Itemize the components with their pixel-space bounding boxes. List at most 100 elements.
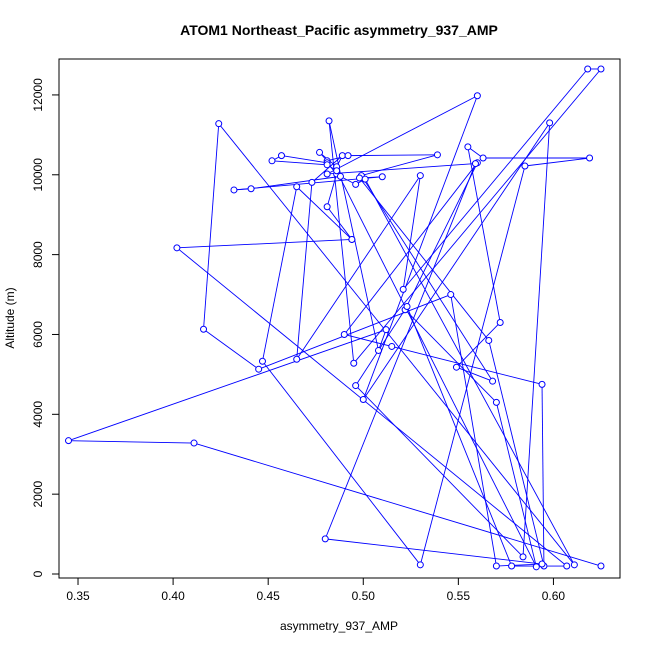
x-tick-label: 0.45 xyxy=(257,589,281,603)
data-point xyxy=(447,291,455,299)
data-point xyxy=(321,535,329,543)
data-point xyxy=(277,152,285,160)
data-point xyxy=(352,180,360,188)
data-point xyxy=(268,157,276,165)
data-point xyxy=(336,172,344,180)
y-tick-label: 2000 xyxy=(31,480,45,507)
series-segment xyxy=(176,247,568,567)
series-segment xyxy=(488,340,545,567)
data-point xyxy=(173,244,181,252)
y-tick-label: 12000 xyxy=(31,78,45,112)
series-segment xyxy=(296,186,353,240)
data-point xyxy=(344,152,352,160)
series-segment xyxy=(203,123,220,330)
series-segment xyxy=(176,239,352,249)
data-point xyxy=(359,396,367,404)
series-segment xyxy=(324,163,476,540)
data-point xyxy=(200,325,208,333)
data-point xyxy=(293,183,301,191)
data-point xyxy=(308,178,316,186)
series-segment xyxy=(404,162,478,310)
data-point xyxy=(597,65,605,73)
series-segment xyxy=(343,162,478,335)
x-axis: 0.35 0.40 0.45 0.50 0.55 0.60 xyxy=(66,577,565,603)
series-segment xyxy=(495,402,537,567)
series-segment xyxy=(450,294,497,567)
data-point xyxy=(519,553,527,561)
series-segment xyxy=(327,163,476,175)
series-segment xyxy=(362,95,478,400)
series-segment xyxy=(361,154,438,177)
series-segment xyxy=(391,346,543,385)
data-point xyxy=(388,342,396,350)
data-point xyxy=(496,318,504,326)
series-segment xyxy=(355,385,524,558)
data-point xyxy=(563,562,571,570)
data-point xyxy=(479,154,487,162)
data-point xyxy=(230,186,238,194)
series-segment xyxy=(296,182,313,360)
x-tick-label: 0.35 xyxy=(66,589,90,603)
x-tick-label: 0.40 xyxy=(161,589,185,603)
data-point xyxy=(355,174,363,182)
series-segment xyxy=(218,123,575,566)
series-segment xyxy=(326,173,338,207)
data-point xyxy=(361,175,369,183)
chart-title: ATOM1 Northeast_Pacific asymmetry_937_AM… xyxy=(180,22,498,38)
series-segment xyxy=(362,122,551,400)
data-point xyxy=(492,562,500,570)
data-point xyxy=(247,185,255,193)
x-tick-label: 0.50 xyxy=(352,589,376,603)
data-series xyxy=(65,65,605,571)
series-segment xyxy=(402,175,421,290)
data-point xyxy=(399,285,407,293)
data-point xyxy=(464,143,472,151)
data-point xyxy=(471,160,479,168)
series-segment xyxy=(541,384,545,567)
data-point xyxy=(340,330,348,338)
series-segment xyxy=(402,68,589,290)
data-point xyxy=(348,235,356,243)
data-point xyxy=(532,563,540,571)
series-segment xyxy=(68,440,195,444)
data-point xyxy=(323,170,331,178)
data-point xyxy=(323,203,331,211)
series-segment xyxy=(355,306,408,386)
data-point xyxy=(352,382,360,390)
series-segment xyxy=(524,157,590,167)
data-point xyxy=(521,162,529,170)
data-point xyxy=(433,151,441,159)
series-segment xyxy=(326,206,353,240)
series-segment xyxy=(203,328,259,370)
y-tick-label: 8000 xyxy=(31,241,45,268)
data-point xyxy=(584,65,592,73)
data-point xyxy=(538,380,546,388)
series-segment xyxy=(364,178,575,566)
y-tick-label: 10000 xyxy=(31,158,45,192)
data-point xyxy=(316,148,324,156)
data-point xyxy=(546,119,554,127)
data-point xyxy=(492,398,500,406)
data-point xyxy=(485,336,493,344)
y-axis: 0 2000 4000 6000 8000 10000 12000 xyxy=(31,78,60,577)
data-point xyxy=(338,152,346,160)
series-segment xyxy=(262,186,298,362)
data-point xyxy=(416,172,424,180)
series-segment xyxy=(296,175,421,360)
data-point xyxy=(473,92,481,100)
series-segment xyxy=(522,122,551,557)
series-segment xyxy=(258,294,451,370)
y-axis-label: Altitude (m) xyxy=(3,287,17,348)
data-point xyxy=(378,173,386,181)
data-point xyxy=(508,562,516,570)
series-segment xyxy=(68,329,387,442)
data-point xyxy=(65,437,73,445)
series-segment xyxy=(328,120,355,364)
x-axis-label: asymmetry_937_AMP xyxy=(280,619,398,633)
data-point xyxy=(190,439,198,447)
series-segment xyxy=(262,360,421,566)
y-tick-label: 4000 xyxy=(31,401,45,428)
series-segment xyxy=(419,165,526,565)
